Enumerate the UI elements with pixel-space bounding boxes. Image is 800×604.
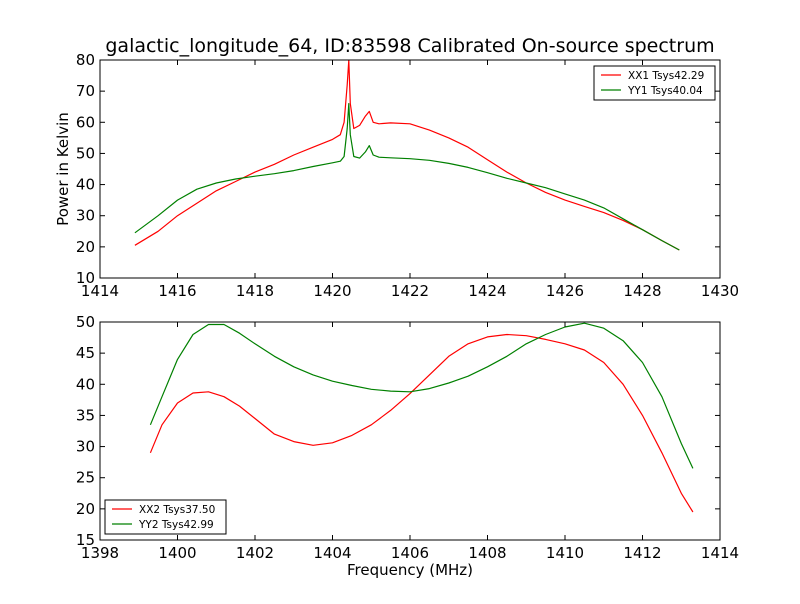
x-tick-label: 1416 [158, 282, 196, 300]
x-tick-label: 1418 [236, 282, 274, 300]
x-tick-label: 1406 [391, 544, 429, 562]
x-tick-label: 1400 [158, 544, 196, 562]
x-tick-label: 1430 [701, 282, 739, 300]
x-tick-label: 1408 [468, 544, 506, 562]
series-line-1 [134, 60, 680, 251]
x-tick-label: 1414 [81, 282, 119, 300]
x-tick-label: 1428 [623, 282, 661, 300]
x-tick-label: 1410 [546, 544, 584, 562]
y-tick-label: 50 [76, 144, 95, 162]
legend-label: XX2 Tsys37.50 [139, 504, 215, 516]
x-tick-label: 1420 [313, 282, 351, 300]
series-line-1 [149, 333, 694, 513]
y-axis-label: Power in Kelvin [54, 112, 72, 226]
x-tick-label: 1404 [313, 544, 351, 562]
y-tick-label: 10 [76, 269, 95, 287]
x-tick-label: 1422 [391, 282, 429, 300]
legend: XX2 Tsys37.50 YY2 Tsys42.99 [104, 499, 227, 535]
y-tick-label: 15 [76, 531, 95, 549]
series-lines [149, 322, 694, 513]
legend-label: YY1 Tsys40.04 [627, 85, 703, 97]
legend-box [593, 65, 716, 101]
y-tick-label: 60 [76, 113, 95, 131]
x-tick-label: 1412 [623, 544, 661, 562]
top-spectrum-plot: 1414 1416 1418 1420 1422 1424 1426 1428 1430 10 20… [54, 51, 739, 300]
y-tick-label: 40 [76, 176, 95, 194]
series-lines [134, 60, 680, 251]
x-tick-label: 1398 [81, 544, 119, 562]
legend-box [104, 499, 227, 535]
y-tick-label: 50 [76, 313, 95, 331]
y-tick-label: 30 [76, 207, 95, 225]
y-tick-label: 45 [76, 344, 95, 362]
x-tick-label: 1402 [236, 544, 274, 562]
y-tick-label: 20 [76, 238, 95, 256]
y-tick-label: 25 [76, 469, 95, 487]
x-tick-label: 1424 [468, 282, 506, 300]
legend: XX1 Tsys42.29 YY1 Tsys40.04 [593, 65, 716, 101]
x-tick-label: 1426 [546, 282, 584, 300]
y-tick-label: 35 [76, 406, 95, 424]
series-line-2 [134, 102, 680, 251]
y-tick-label: 80 [76, 51, 95, 69]
y-tick-label: 70 [76, 82, 95, 100]
series-line-2 [149, 322, 694, 469]
y-tick-label: 40 [76, 375, 95, 393]
bottom-spectrum-plot: 1398 1400 1402 1404 1406 1408 1410 1412 1414 15 20… [76, 313, 739, 579]
legend-label: YY2 Tsys42.99 [138, 519, 214, 531]
legend-label: XX1 Tsys42.29 [628, 70, 704, 82]
x-tick-label: 1414 [701, 544, 739, 562]
figure-title: galactic_longitude_64, ID:83598 Calibrat… [105, 35, 714, 57]
y-tick-label: 30 [76, 438, 95, 456]
y-tick-label: 20 [76, 500, 95, 518]
x-axis-label: Frequency (MHz) [347, 561, 473, 579]
